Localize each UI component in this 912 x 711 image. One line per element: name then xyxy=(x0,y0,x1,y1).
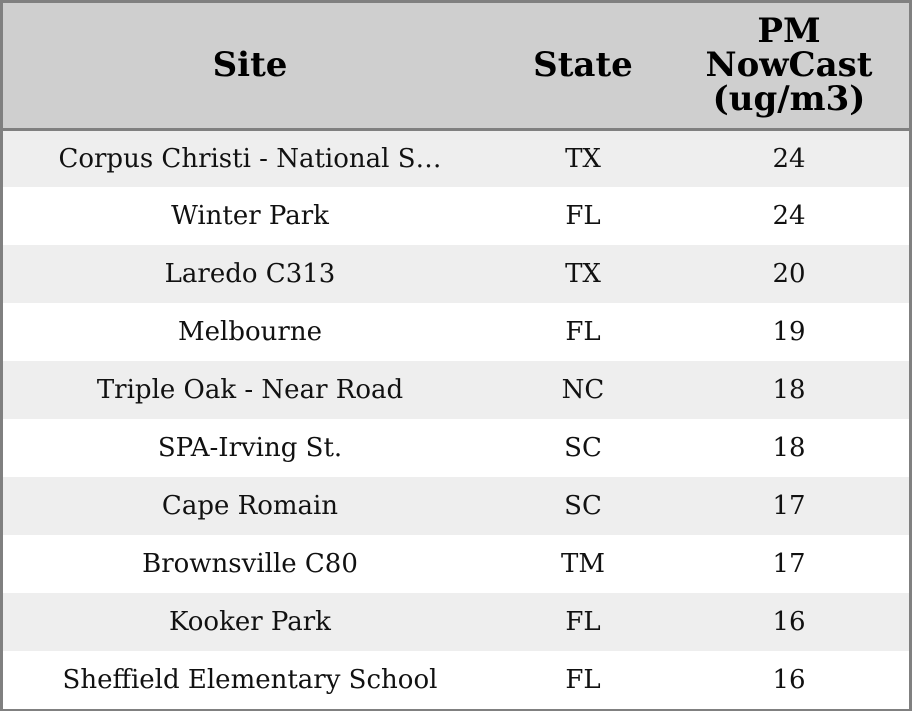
pm-value-cell: 18 xyxy=(772,375,806,405)
header-site-text: Site xyxy=(212,45,288,86)
site-cell: Brownsville C80 xyxy=(142,549,358,579)
state-cell: NC xyxy=(561,375,605,405)
header-state: State xyxy=(497,3,669,131)
header-site: Site xyxy=(3,3,497,131)
pm-value-cell: 18 xyxy=(772,433,806,463)
table-row: Kooker Park FL 16 xyxy=(3,593,909,651)
state-cell: FL xyxy=(565,317,601,347)
site-cell: Laredo C313 xyxy=(164,259,336,289)
site-cell: Kooker Park xyxy=(169,607,331,637)
table-row: Triple Oak - Near Road NC 18 xyxy=(3,361,909,419)
table-row: SPA-Irving St. SC 18 xyxy=(3,419,909,477)
header-pm-line-2: NowCast xyxy=(705,45,873,86)
state-cell: TX xyxy=(565,259,601,289)
header-pm-nowcast: PM NowCast (ug/m3) xyxy=(669,3,909,131)
site-cell: Melbourne xyxy=(178,317,322,347)
state-cell: FL xyxy=(565,201,601,231)
site-cell: SPA-Irving St. xyxy=(157,433,343,463)
header-pm-line-1: PM xyxy=(757,11,821,52)
table-row: Sheffield Elementary School FL 16 xyxy=(3,651,909,709)
state-cell: TX xyxy=(565,143,601,174)
site-cell: Winter Park xyxy=(171,201,329,231)
header-pm-line-3: (ug/m3) xyxy=(712,79,866,120)
table-body: Corpus Christi - National S… TX 24 Winter P… xyxy=(3,129,909,709)
table-row: Corpus Christi - National S… TX 24 xyxy=(3,129,909,187)
state-cell: TM xyxy=(561,549,605,579)
table-row: Cape Romain SC 17 xyxy=(3,477,909,535)
site-cell: Triple Oak - Near Road xyxy=(96,375,404,405)
site-cell: Corpus Christi - National S… xyxy=(58,143,442,174)
table-header: Site State PM NowCast (ug/m3) xyxy=(3,3,909,131)
state-cell: FL xyxy=(565,665,601,695)
pm-value-cell: 16 xyxy=(772,665,806,695)
pm-value-cell: 24 xyxy=(772,201,806,231)
pm-nowcast-table: Site State PM NowCast (ug/m3) Corpus Chr… xyxy=(3,3,909,709)
site-cell: Sheffield Elementary School xyxy=(62,665,438,695)
state-cell: SC xyxy=(564,433,602,463)
site-cell: Cape Romain xyxy=(161,491,339,521)
state-cell: SC xyxy=(564,491,602,521)
pm-value-cell: 20 xyxy=(772,259,806,289)
header-row: Site State PM NowCast (ug/m3) xyxy=(3,3,909,131)
table-row: Melbourne FL 19 xyxy=(3,303,909,361)
table-row: Winter Park FL 24 xyxy=(3,187,909,245)
state-cell: FL xyxy=(565,607,601,637)
pm-value-cell: 24 xyxy=(772,143,806,174)
pm-value-cell: 16 xyxy=(772,607,806,637)
table-row: Brownsville C80 TM 17 xyxy=(3,535,909,593)
pm-value-cell: 17 xyxy=(772,491,806,521)
table-row: Laredo C313 TX 20 xyxy=(3,245,909,303)
header-state-text: State xyxy=(533,45,633,86)
pm-value-cell: 19 xyxy=(772,317,806,347)
pm-value-cell: 17 xyxy=(772,549,806,579)
